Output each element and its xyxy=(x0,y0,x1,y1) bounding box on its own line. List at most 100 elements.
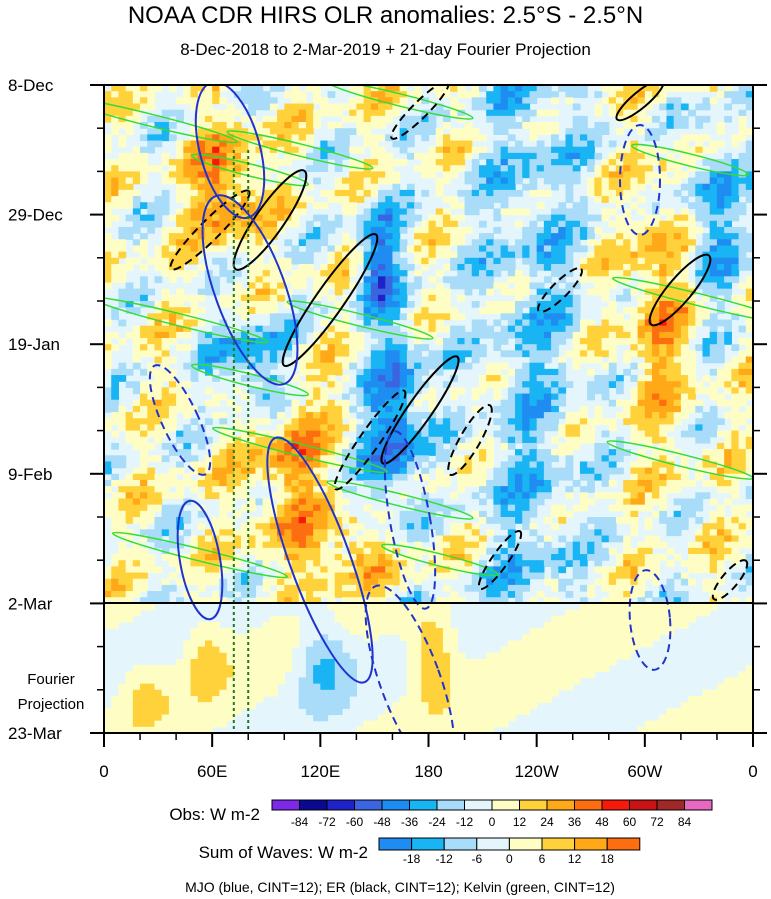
field-cell xyxy=(587,257,595,265)
field-cell xyxy=(630,257,639,265)
field-cell xyxy=(666,301,675,308)
field-cell xyxy=(334,220,343,228)
field-cell xyxy=(241,146,249,154)
field-cell xyxy=(659,307,668,314)
field-cell xyxy=(241,449,249,456)
field-cell xyxy=(536,331,545,339)
field-cell xyxy=(695,381,704,388)
field-cell xyxy=(478,177,487,185)
field-cell xyxy=(313,504,321,512)
field-cell xyxy=(262,159,271,166)
field-cell xyxy=(695,115,704,123)
field-cell xyxy=(630,325,639,333)
field-cell xyxy=(233,436,242,444)
field-cell xyxy=(724,177,732,185)
field-cell xyxy=(320,263,329,271)
field-cell xyxy=(284,498,293,506)
field-cell xyxy=(111,128,120,135)
field-cell xyxy=(197,85,206,92)
field-cell xyxy=(522,362,531,370)
field-cell xyxy=(385,226,394,234)
field-cell xyxy=(435,103,444,111)
field-cell xyxy=(529,152,538,160)
field-cell xyxy=(666,214,675,222)
field-cell xyxy=(356,455,365,463)
field-cell xyxy=(471,467,480,475)
field-cell xyxy=(392,97,401,105)
field-cell xyxy=(529,91,538,98)
field-cell xyxy=(572,301,581,308)
field-cell xyxy=(118,319,127,327)
field-cell xyxy=(140,146,148,154)
field-cell xyxy=(522,442,531,450)
field-cell xyxy=(543,313,552,321)
field-cell xyxy=(183,510,192,518)
field-cell xyxy=(500,146,509,154)
field-cell xyxy=(601,331,610,339)
field-cell xyxy=(125,498,134,506)
field-cell xyxy=(399,146,408,154)
field-cell xyxy=(111,183,120,191)
field-cell xyxy=(291,109,300,117)
field-cell xyxy=(724,214,732,222)
field-cell xyxy=(248,541,257,549)
field-cell xyxy=(320,152,329,160)
field-cell xyxy=(515,473,523,481)
field-cell xyxy=(572,245,581,253)
field-cell xyxy=(500,510,509,518)
field-cell xyxy=(219,245,228,253)
field-cell xyxy=(522,276,531,284)
field-cell xyxy=(241,140,249,148)
field-cell xyxy=(248,430,257,438)
field-cell xyxy=(731,436,740,444)
field-cell xyxy=(399,517,408,524)
field-cell xyxy=(132,85,141,92)
field-cell xyxy=(615,375,624,382)
field-cell xyxy=(204,239,213,247)
field-cell xyxy=(226,535,235,543)
field-cell xyxy=(601,467,610,475)
field-cell xyxy=(255,288,264,296)
field-cell xyxy=(291,467,300,475)
field-cell xyxy=(565,171,574,179)
field-cell xyxy=(140,449,148,456)
field-cell xyxy=(507,350,516,358)
field-cell xyxy=(644,85,653,92)
field-cell xyxy=(147,103,156,111)
field-cell xyxy=(644,301,653,308)
field-cell xyxy=(197,461,206,469)
field-cell xyxy=(507,418,516,426)
field-cell xyxy=(277,109,285,117)
field-cell xyxy=(471,510,480,518)
field-cell xyxy=(515,467,523,475)
field-cell xyxy=(255,257,264,265)
field-cell xyxy=(378,461,386,469)
field-cell xyxy=(579,461,588,469)
field-cell xyxy=(724,362,732,370)
field-cell xyxy=(486,233,494,240)
field-cell xyxy=(478,442,487,450)
field-cell xyxy=(125,165,134,172)
field-cell xyxy=(327,251,336,259)
field-cell xyxy=(435,109,444,117)
field-cell xyxy=(219,196,228,203)
field-cell xyxy=(363,85,372,92)
field-cell xyxy=(702,97,711,105)
field-cell xyxy=(652,134,660,142)
field-cell xyxy=(262,344,271,351)
field-cell xyxy=(536,393,545,401)
field-cell xyxy=(219,122,228,129)
field-cell xyxy=(327,368,336,376)
field-cell xyxy=(731,504,740,512)
field-cell xyxy=(457,541,466,549)
field-cell xyxy=(615,85,624,92)
field-cell xyxy=(507,399,516,407)
field-cell xyxy=(111,85,120,92)
field-cell xyxy=(608,368,617,376)
field-cell xyxy=(673,356,682,364)
field-cell xyxy=(385,307,394,314)
field-cell xyxy=(565,159,574,166)
field-cell xyxy=(731,214,740,222)
field-cell xyxy=(702,449,711,456)
